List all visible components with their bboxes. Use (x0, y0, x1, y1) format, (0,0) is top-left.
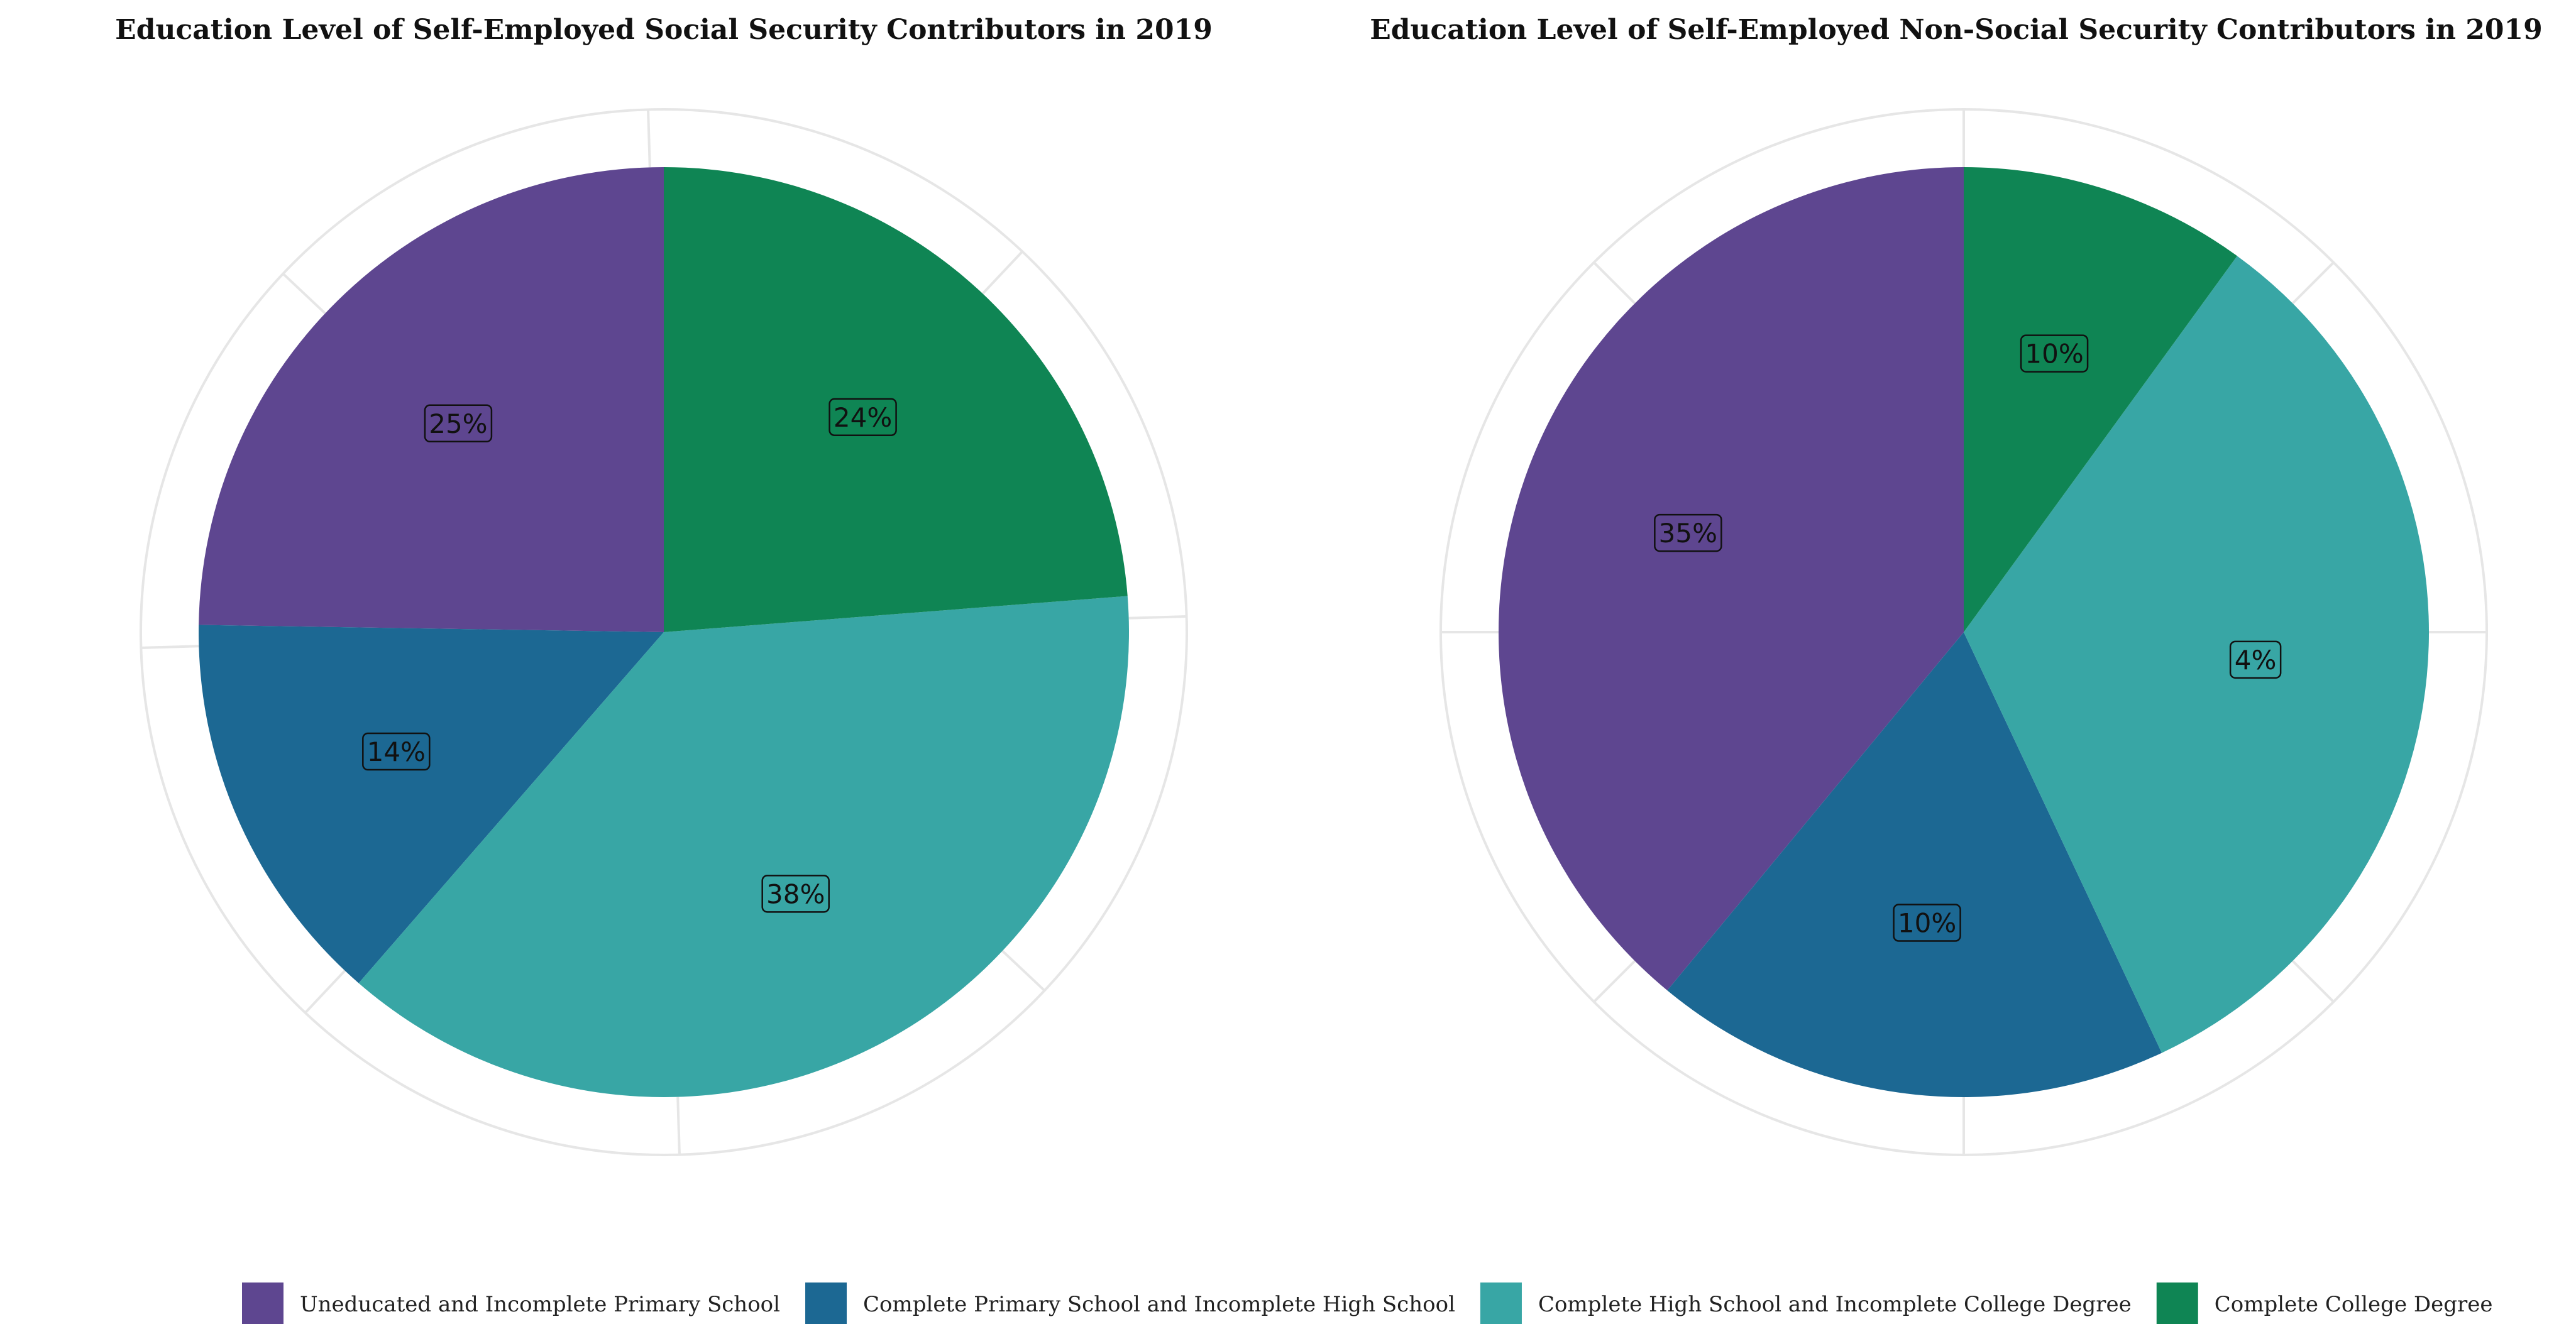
pie-chart-left: 25% 14% 38% 24% (140, 108, 1188, 1156)
legend-label: Complete High School and Incomplete Coll… (1538, 1292, 2132, 1317)
grid-spoke (676, 1097, 681, 1155)
grid-circle (140, 108, 1188, 1156)
legend-label: Uneducated and Incomplete Primary School (300, 1292, 780, 1317)
legend-swatch (1480, 1283, 1522, 1324)
grid-spoke (1593, 261, 1636, 305)
slice-label-4: 24% (828, 398, 897, 437)
grid-spoke (1001, 949, 1046, 992)
grid-spoke (647, 109, 651, 168)
polar-grid (1439, 108, 2488, 1156)
grid-spoke (2291, 261, 2335, 305)
slice-label-4: 10% (2020, 334, 2089, 373)
pie-slice-1 (1498, 167, 1964, 991)
slice-label-text: 24% (834, 402, 892, 433)
pie-slice-1 (199, 167, 664, 632)
legend-swatch (805, 1283, 847, 1324)
pie-slice-3 (1964, 256, 2430, 1053)
slice-label-box (828, 398, 897, 437)
grid-spoke (282, 273, 326, 315)
slice-label-text: 10% (2025, 339, 2083, 369)
pie-chart-right: 35% 10% 4% 10% (1439, 108, 2488, 1156)
slice-label-text: 10% (1898, 908, 1956, 939)
grid-spoke (1128, 615, 1187, 620)
slice-label-box (2229, 640, 2282, 679)
pie-slice-2 (1667, 632, 2162, 1097)
legend-label: Complete Primary School and Incomplete H… (863, 1292, 1455, 1317)
slice-label-box (2020, 334, 2089, 373)
slice-label-text: 14% (367, 736, 426, 767)
legend-item-3: Complete High School and Incomplete Coll… (1480, 1283, 2132, 1324)
slice-label-text: 25% (429, 408, 487, 439)
chart-title-left: Education Level of Self-Employed Social … (115, 14, 1213, 46)
pie-slice-4 (1964, 167, 2237, 632)
grid-spoke (1593, 960, 1636, 1003)
slice-label-text: 38% (766, 878, 825, 909)
pie-slice-2 (199, 625, 664, 983)
slice-label-2: 10% (1893, 904, 1961, 942)
legend-item-4: Complete College Degree (2156, 1283, 2493, 1324)
polar-grid (140, 108, 1188, 1156)
pie-slice-3 (358, 596, 1130, 1097)
slice-label-text: 4% (2235, 645, 2277, 675)
slice-label-box (424, 404, 493, 443)
slice-label-3: 4% (2229, 640, 2282, 679)
slice-label-box (362, 732, 431, 771)
grid-spoke (2291, 960, 2335, 1003)
legend-swatch (242, 1283, 283, 1324)
chart-title-right: Education Level of Self-Employed Non-Soc… (1370, 14, 2543, 46)
slice-label-box (1893, 904, 1961, 942)
slice-label-1: 35% (1654, 513, 1722, 552)
legend-label: Complete College Degree (2215, 1292, 2493, 1317)
pie-slice-4 (664, 167, 1128, 632)
legend-item-2: Complete Primary School and Incomplete H… (805, 1283, 1455, 1324)
slice-label-2: 14% (362, 732, 431, 771)
grid-spoke (981, 250, 1023, 295)
grid-spoke (304, 970, 346, 1014)
slice-label-1: 25% (424, 404, 493, 443)
legend-swatch (2156, 1283, 2198, 1324)
slice-label-3: 38% (761, 875, 830, 913)
grid-spoke (141, 645, 199, 649)
slice-label-box (761, 875, 830, 913)
slice-label-text: 35% (1659, 518, 1717, 549)
legend: Uneducated and Incomplete Primary School… (242, 1283, 2493, 1324)
slice-label-box (1654, 513, 1722, 552)
legend-item-1: Uneducated and Incomplete Primary School (242, 1283, 780, 1324)
